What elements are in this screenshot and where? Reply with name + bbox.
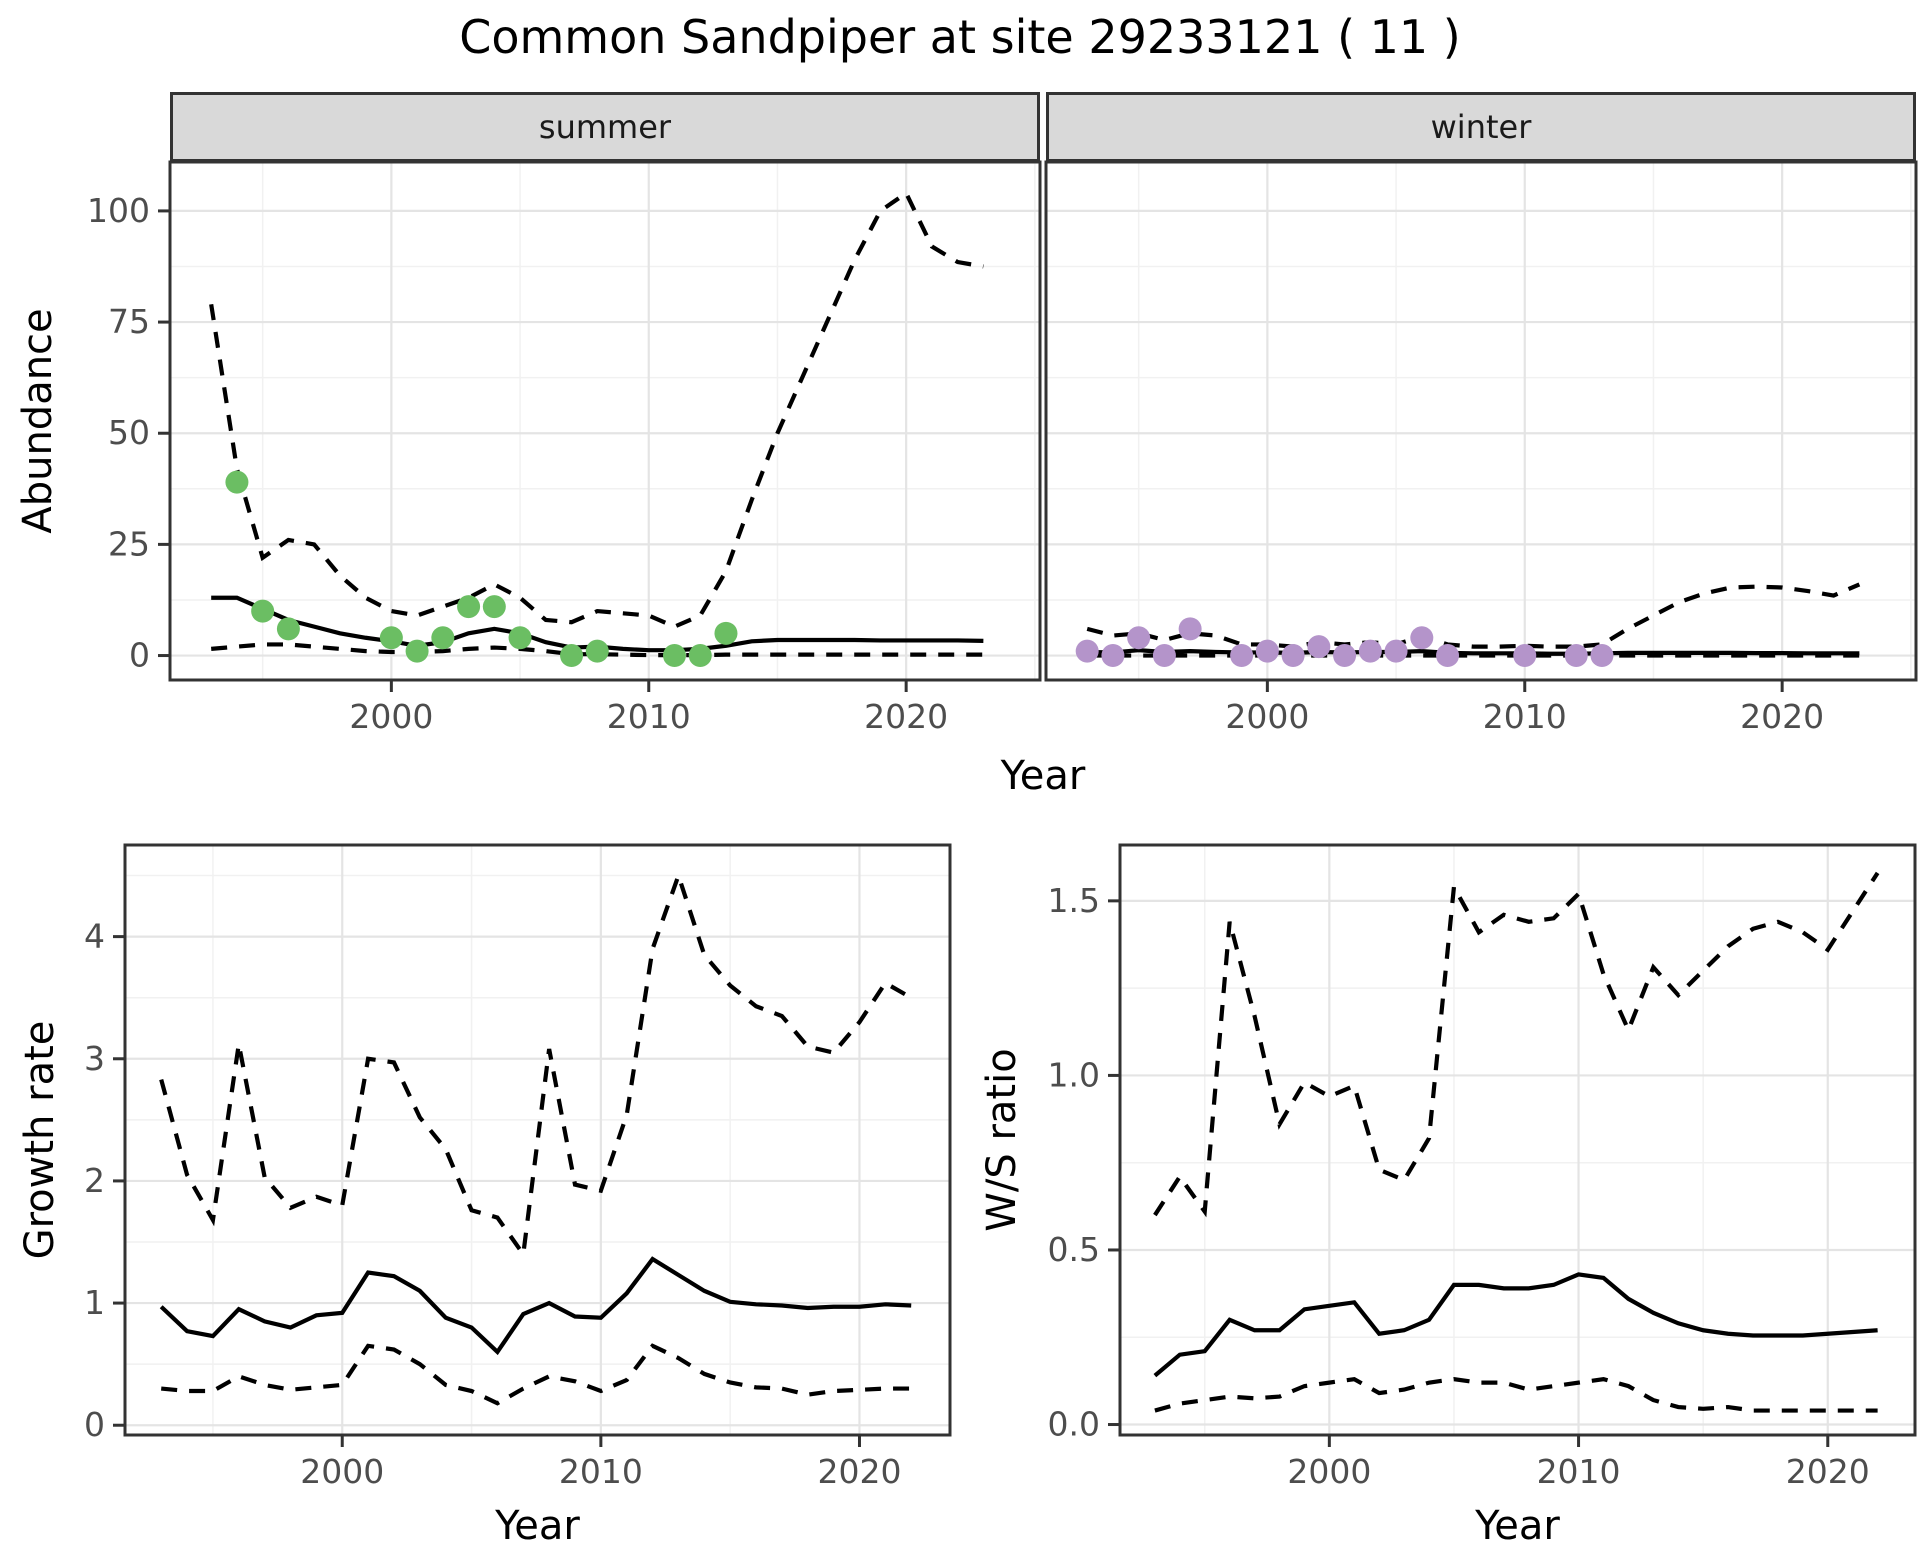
data-point xyxy=(1590,644,1614,668)
facet-strip-summer: summer xyxy=(170,92,1040,162)
svg-text:1.5: 1.5 xyxy=(1048,881,1100,920)
svg-text:2000: 2000 xyxy=(1287,1452,1371,1491)
data-point xyxy=(560,644,584,668)
svg-text:2020: 2020 xyxy=(1786,1452,1870,1491)
y-axis-title-abundance: Abundance xyxy=(15,308,61,534)
data-point xyxy=(1178,617,1202,641)
data-point xyxy=(1333,644,1357,668)
facet-strip-summer-label: summer xyxy=(538,108,672,146)
panel-growth-rate: 2000 2010 2020 0 1 2 3 4 xyxy=(84,843,952,1491)
data-point xyxy=(585,639,609,663)
data-point xyxy=(251,599,275,623)
svg-text:2000: 2000 xyxy=(1225,697,1309,736)
data-point xyxy=(431,626,455,650)
svg-text:4: 4 xyxy=(84,917,105,956)
data-point xyxy=(1152,644,1176,668)
x-axis-title-year-top: Year xyxy=(1000,753,1086,799)
data-point xyxy=(379,626,403,650)
svg-text:0.0: 0.0 xyxy=(1048,1405,1100,1444)
data-point xyxy=(1281,644,1305,668)
y-axis-title-growth-rate: Growth rate xyxy=(17,1020,63,1260)
svg-text:2010: 2010 xyxy=(559,1452,643,1491)
svg-text:0.5: 0.5 xyxy=(1048,1230,1100,1269)
data-point xyxy=(276,617,300,641)
svg-text:2000: 2000 xyxy=(300,1452,384,1491)
data-point xyxy=(1564,644,1588,668)
data-point xyxy=(1127,626,1151,650)
svg-text:3: 3 xyxy=(84,1039,105,1078)
svg-text:75: 75 xyxy=(108,302,150,341)
data-point xyxy=(714,621,738,645)
data-point xyxy=(1513,644,1537,668)
facet-strip-winter-label: winter xyxy=(1430,108,1532,146)
data-point xyxy=(662,644,686,668)
panel-abundance-winter: 2000 2010 2020 xyxy=(1044,160,1918,736)
svg-text:100: 100 xyxy=(87,191,150,230)
data-point xyxy=(508,626,532,650)
svg-text:0: 0 xyxy=(129,636,150,675)
svg-text:2020: 2020 xyxy=(864,697,948,736)
data-point xyxy=(1101,644,1125,668)
svg-text:50: 50 xyxy=(108,413,150,452)
data-point xyxy=(1358,639,1382,663)
svg-text:25: 25 xyxy=(108,524,150,563)
x-axis-title-year-growth: Year xyxy=(495,1503,580,1549)
svg-text:2020: 2020 xyxy=(1740,697,1824,736)
data-point xyxy=(1075,639,1099,663)
plot-title: Common Sandpiper at site 29233121 ( 11 ) xyxy=(459,10,1461,64)
data-point xyxy=(1410,626,1434,650)
data-point xyxy=(1255,639,1279,663)
svg-text:2: 2 xyxy=(84,1161,105,1200)
svg-text:2010: 2010 xyxy=(1537,1452,1621,1491)
data-point xyxy=(225,470,249,494)
svg-text:2010: 2010 xyxy=(1483,697,1567,736)
data-point xyxy=(1384,639,1408,663)
svg-text:2020: 2020 xyxy=(817,1452,901,1491)
data-point xyxy=(1307,635,1331,659)
panel-ws-ratio: 2000 2010 2020 0.0 0.5 1.0 1.5 xyxy=(1048,843,1917,1491)
svg-text:1: 1 xyxy=(84,1283,105,1322)
svg-text:2010: 2010 xyxy=(607,697,691,736)
svg-text:1.0: 1.0 xyxy=(1048,1055,1100,1094)
y-axis-title-ws-ratio: W/S ratio xyxy=(979,1048,1025,1232)
data-point xyxy=(1230,644,1254,668)
data-point xyxy=(1436,644,1460,668)
facet-strip-winter: winter xyxy=(1046,92,1916,162)
data-point xyxy=(688,644,712,668)
data-point xyxy=(405,639,429,663)
svg-text:2000: 2000 xyxy=(349,697,433,736)
panel-abundance-summer: 2000 2010 2020 0 25 50 75 100 xyxy=(87,160,1042,736)
data-point xyxy=(482,595,506,619)
data-point xyxy=(457,595,481,619)
x-axis-title-year-ws: Year xyxy=(1475,1503,1560,1549)
svg-text:0: 0 xyxy=(84,1405,105,1444)
